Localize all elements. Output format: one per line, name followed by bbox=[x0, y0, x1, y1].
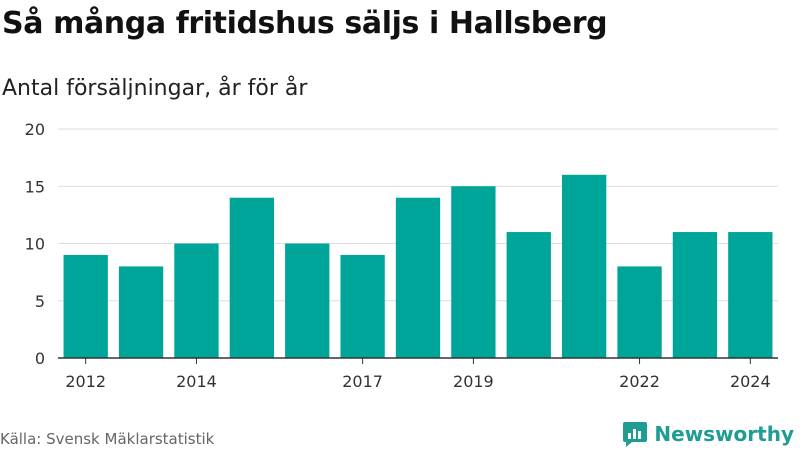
x-tick-label: 2022 bbox=[619, 372, 660, 391]
chart-title: Så många fritidshus säljs i Hallsberg bbox=[2, 6, 608, 41]
bar-2020 bbox=[506, 232, 551, 358]
brand-name: Newsworthy bbox=[654, 422, 794, 446]
bar-chart: 0 5 10 15 20 2012 2014 2017 2019 2022 2024 bbox=[25, 120, 778, 391]
bar-2013 bbox=[118, 266, 164, 358]
bar-2018 bbox=[395, 197, 441, 358]
x-tick-label: 2012 bbox=[65, 372, 106, 391]
x-axis-ticks: 2012 2014 2017 2019 2022 2024 bbox=[65, 358, 771, 391]
bars bbox=[63, 174, 773, 358]
bar-2015 bbox=[229, 197, 274, 358]
bar-2022 bbox=[617, 266, 662, 358]
y-tick-label: 5 bbox=[35, 292, 45, 311]
x-tick-label: 2014 bbox=[176, 372, 217, 391]
bar-2021 bbox=[562, 174, 607, 358]
bar-2016 bbox=[285, 243, 330, 358]
x-tick-label: 2017 bbox=[342, 372, 383, 391]
chart-subtitle: Antal försäljningar, år för år bbox=[2, 76, 308, 101]
bar-2019 bbox=[451, 186, 496, 358]
y-tick-label: 15 bbox=[25, 177, 45, 196]
brand-logo: Newsworthy bbox=[622, 420, 794, 448]
y-tick-label: 0 bbox=[35, 349, 45, 368]
x-tick-label: 2019 bbox=[453, 372, 494, 391]
bar-2017 bbox=[340, 254, 385, 358]
source-note: Källa: Svensk Mäklarstatistik bbox=[0, 430, 215, 448]
bar-2012 bbox=[63, 254, 108, 358]
bar-2023 bbox=[672, 232, 718, 358]
x-tick-label: 2024 bbox=[730, 372, 771, 391]
bar-2024 bbox=[728, 232, 773, 358]
bar-chart-bubble-icon bbox=[623, 422, 648, 447]
y-axis-ticks: 0 5 10 15 20 bbox=[25, 120, 45, 368]
y-tick-label: 20 bbox=[25, 120, 45, 139]
y-tick-label: 10 bbox=[25, 235, 45, 254]
bar-2014 bbox=[174, 243, 219, 358]
